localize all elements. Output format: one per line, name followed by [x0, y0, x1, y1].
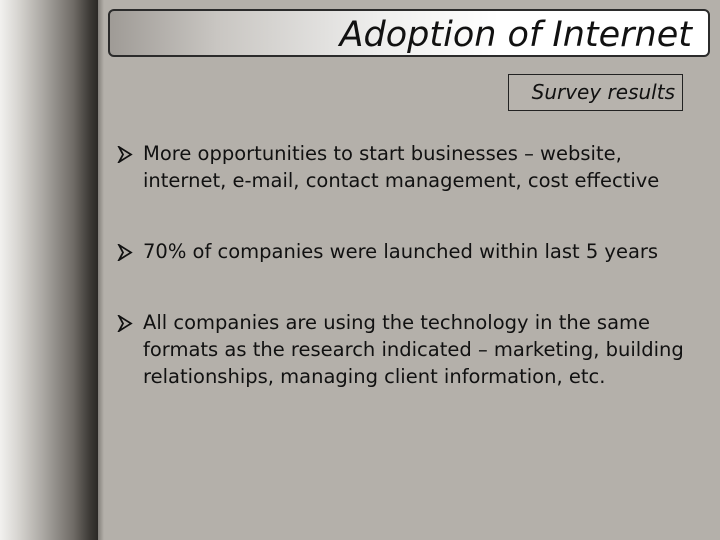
bullet-list: More opportunities to start businesses –…: [117, 140, 707, 390]
arrow-bullet-icon: [117, 244, 133, 261]
subtitle-box: Survey results: [508, 74, 683, 111]
slide-subtitle: Survey results: [531, 80, 675, 104]
bullet-item: 70% of companies were launched within la…: [117, 238, 707, 265]
bullet-item: More opportunities to start businesses –…: [117, 140, 707, 194]
slide-edge-shadow: [98, 0, 104, 540]
bullet-text: All companies are using the technology i…: [143, 311, 684, 388]
slide-title: Adoption of Internet: [339, 15, 692, 55]
title-bar: Adoption of Internet: [108, 9, 710, 57]
slide-left-gradient-edge: [0, 0, 98, 540]
bullet-text: More opportunities to start businesses –…: [143, 142, 660, 192]
arrow-bullet-icon: [117, 315, 133, 332]
bullet-item: All companies are using the technology i…: [117, 309, 707, 390]
bullet-text: 70% of companies were launched within la…: [143, 240, 659, 263]
arrow-bullet-icon: [117, 146, 133, 163]
